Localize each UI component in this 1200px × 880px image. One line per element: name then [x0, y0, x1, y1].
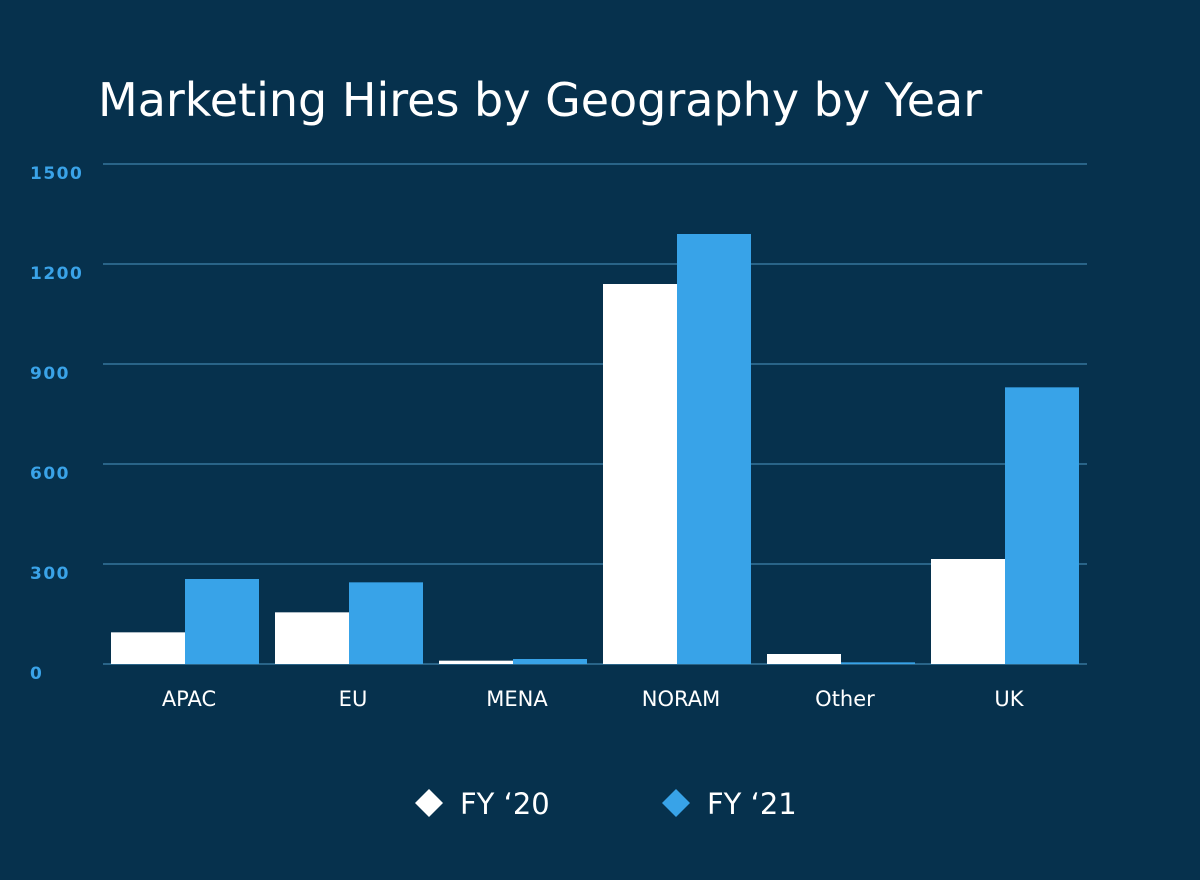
bar: [767, 654, 841, 664]
y-tick-label: 1500: [30, 164, 83, 184]
bar: [931, 559, 1005, 664]
legend-label: FY ‘20: [460, 787, 550, 821]
chart-title: Marketing Hires by Geography by Year: [98, 73, 982, 127]
y-tick-label: 1200: [30, 264, 83, 284]
legend[interactable]: FY ‘20 FY ‘21: [415, 787, 797, 821]
bar: [677, 234, 751, 664]
x-tick-label: Other: [815, 687, 875, 711]
bar: [349, 582, 423, 664]
bar: [439, 660, 513, 664]
y-tick-label: 600: [30, 464, 70, 484]
x-tick-label: NORAM: [642, 687, 720, 711]
bar: [275, 612, 349, 664]
x-tick-label: APAC: [162, 687, 216, 711]
bar: [185, 579, 259, 664]
x-tick-label: MENA: [486, 687, 548, 711]
x-tick-label: EU: [339, 687, 368, 711]
legend-marker-diamond-icon: [415, 789, 443, 817]
bar: [841, 662, 915, 664]
bar: [603, 284, 677, 664]
bar: [111, 632, 185, 664]
y-axis-ticks: 0 300 600 900 1200 1500: [30, 164, 83, 684]
gridlines: [103, 163, 1087, 665]
bars: [111, 234, 1079, 664]
y-tick-label: 900: [30, 364, 70, 384]
x-tick-label: UK: [994, 687, 1024, 711]
y-tick-label: 0: [30, 664, 43, 684]
x-axis-ticks: APAC EU MENA NORAM Other UK: [162, 687, 1025, 711]
y-tick-label: 300: [30, 564, 70, 584]
legend-label: FY ‘21: [707, 787, 797, 821]
legend-marker-diamond-icon: [662, 789, 690, 817]
bar: [513, 659, 587, 664]
bar: [1005, 387, 1079, 664]
